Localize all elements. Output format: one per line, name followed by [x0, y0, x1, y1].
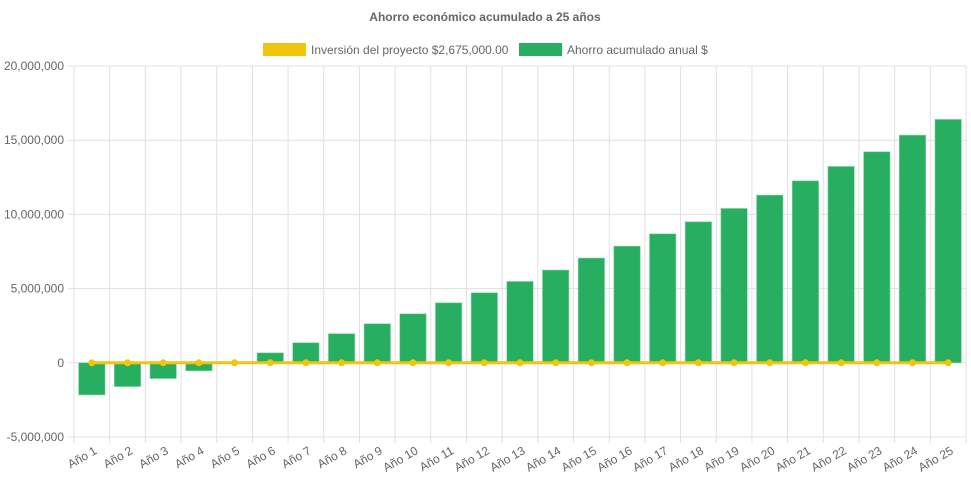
x-axis: Año 1 Año 2 Año 3 Año 4 Año 5 Año 6 Año 7 Año 8… [65, 443, 956, 474]
investment-point [88, 359, 96, 367]
x-tick-label: Año 16 [595, 443, 635, 474]
bar-año-15 [577, 257, 605, 364]
x-tick-label: Año 10 [381, 443, 421, 474]
x-tick-label: Año 23 [844, 443, 884, 474]
x-tick-label: Año 25 [916, 443, 956, 474]
bar-año-16 [613, 245, 641, 364]
legend-item-investment[interactable]: Inversión del proyecto $2,675,000.00 [263, 43, 509, 57]
x-tick-label: Año 19 [702, 443, 742, 474]
investment-point [623, 359, 631, 367]
investment-point [516, 359, 524, 367]
investment-point [124, 359, 132, 367]
x-tick-label: Año 2 [101, 443, 135, 471]
x-tick-label: Año 24 [880, 443, 920, 474]
x-tick-label: Año 4 [172, 443, 206, 471]
x-tick-label: Año 6 [244, 443, 278, 471]
investment-point [552, 359, 560, 367]
bar-año-25 [934, 119, 962, 364]
legend-swatch-investment [263, 43, 306, 56]
investment-point [766, 359, 774, 367]
bar-año-17 [649, 233, 677, 364]
bar-series [78, 119, 962, 396]
x-tick-label: Año 8 [315, 443, 349, 471]
investment-point [373, 359, 381, 367]
investment-point [302, 359, 310, 367]
y-tick-label: 10,000,000 [4, 207, 64, 221]
bar-año-23 [863, 151, 891, 364]
legend-label-investment: Inversión del proyecto $2,675,000.00 [311, 43, 509, 57]
bar-año-18 [684, 221, 712, 364]
x-tick-label: Año 18 [666, 443, 706, 474]
investment-point [908, 359, 916, 367]
bar-año-2 [114, 362, 142, 387]
bar-año-12 [470, 292, 498, 364]
bar-año-13 [506, 281, 534, 364]
bar-año-22 [827, 166, 855, 364]
grid [68, 65, 967, 443]
legend-label-savings: Ahorro acumulado anual $ [567, 43, 708, 57]
y-tick-label: 0 [57, 356, 64, 370]
x-tick-label: Año 14 [523, 443, 563, 474]
x-tick-label: Año 3 [137, 443, 171, 471]
legend: Inversión del proyecto $2,675,000.00 Aho… [263, 43, 708, 57]
x-tick-label: Año 22 [809, 443, 849, 474]
investment-point [231, 359, 239, 367]
investment-point [338, 359, 346, 367]
y-axis: 20,000,000 15,000,000 10,000,000 5,000,000 0… [4, 59, 64, 444]
x-tick-label: Año 21 [773, 443, 813, 474]
investment-point [409, 359, 417, 367]
investment-point [659, 359, 667, 367]
bar-año-10 [399, 313, 427, 364]
x-tick-label: Año 12 [452, 443, 492, 474]
legend-swatch-savings [519, 43, 562, 56]
y-tick-label: 20,000,000 [4, 59, 64, 73]
investment-point [159, 359, 167, 367]
bar-año-24 [898, 134, 926, 364]
investment-point [587, 359, 595, 367]
x-tick-label: Año 5 [208, 443, 242, 471]
investment-point [801, 359, 809, 367]
investment-point [873, 359, 881, 367]
investment-point [195, 359, 203, 367]
y-tick-label: 5,000,000 [11, 282, 65, 296]
bar-año-9 [363, 323, 391, 364]
x-tick-label: Año 17 [630, 443, 670, 474]
investment-point [480, 359, 488, 367]
investment-point [730, 359, 738, 367]
line-series [88, 359, 952, 367]
bar-año-21 [791, 180, 819, 364]
investment-point [445, 359, 453, 367]
chart-title: Ahorro económico acumulado a 25 años [369, 10, 601, 24]
bar-año-19 [720, 208, 748, 364]
y-tick-label: -5,000,000 [7, 430, 65, 444]
investment-point [837, 359, 845, 367]
x-tick-label: Año 11 [417, 443, 456, 474]
bar-año-14 [542, 269, 570, 364]
x-tick-label: Año 13 [488, 443, 528, 474]
investment-point [694, 359, 702, 367]
y-tick-label: 15,000,000 [4, 133, 64, 147]
bar-año-20 [756, 194, 784, 364]
investment-point [944, 359, 952, 367]
legend-item-savings[interactable]: Ahorro acumulado anual $ [519, 43, 708, 57]
x-tick-label: Año 20 [737, 443, 777, 474]
x-tick-label: Año 1 [65, 443, 99, 471]
bar-año-8 [328, 333, 356, 364]
investment-point [266, 359, 274, 367]
x-tick-label: Año 15 [559, 443, 599, 474]
x-tick-label: Año 9 [351, 443, 385, 471]
bar-año-1 [78, 362, 106, 396]
bar-año-11 [435, 302, 463, 364]
x-tick-label: Año 7 [279, 443, 313, 471]
